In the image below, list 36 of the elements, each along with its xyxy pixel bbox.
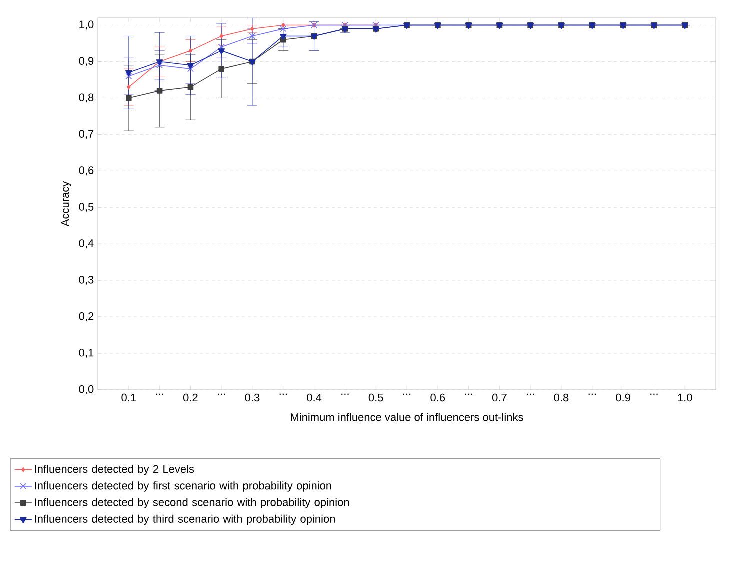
x-tick-label: 0.6 <box>430 394 446 402</box>
y-tick-label: 0,3 <box>79 276 94 286</box>
y-tick-label: 0,0 <box>79 385 94 395</box>
x-tick-label: 0.4 <box>307 394 322 402</box>
x-tick-label: 0.2 <box>183 394 198 402</box>
x-tick-label: ... <box>218 394 226 396</box>
x-tick-label: 0.8 <box>554 394 569 402</box>
x-tick-label: ... <box>403 394 411 396</box>
y-axis-title: Accuracy <box>61 181 72 227</box>
y-tick-label: 0,8 <box>79 94 94 103</box>
y-tick-label: 0,2 <box>79 312 94 322</box>
y-tick-label: 0,7 <box>79 130 94 140</box>
x-tick-label: ... <box>342 394 349 396</box>
x-tick-label: 0.9 <box>616 394 630 402</box>
legend-label: Influencers detected by 2 Levels <box>35 465 194 476</box>
legend-label: Influencers detected by third scenario with probability opinion <box>35 514 335 526</box>
legend-label: Influencers detected by first scenario with probability opinion <box>35 482 332 492</box>
x-tick-label: 0.3 <box>245 394 260 402</box>
legend-label: Influencers detected by second scenario with probability opinion <box>35 498 350 508</box>
x-axis-title: Minimum influence value of influencers out-links <box>291 413 524 422</box>
y-tick-label: 0,6 <box>79 166 94 176</box>
y-tick-label: 0,5 <box>79 203 94 212</box>
x-tick-label: ... <box>588 394 596 396</box>
y-tick-label: 1,0 <box>80 20 94 30</box>
x-tick-label: ... <box>650 394 658 396</box>
x-tick-label: 0.1 <box>122 394 136 402</box>
x-tick-label: ... <box>465 394 472 396</box>
x-tick-label: ... <box>527 394 534 396</box>
y-tick-label: 0,9 <box>79 57 94 66</box>
x-tick-label: ... <box>156 394 164 396</box>
x-tick-label: 1.0 <box>678 394 692 402</box>
y-tick-label: 0,1 <box>79 348 94 358</box>
x-tick-label: 0.5 <box>368 394 384 402</box>
x-tick-label: ... <box>280 394 287 396</box>
x-tick-label: 0.7 <box>492 394 507 402</box>
y-tick-label: 0,4 <box>79 240 94 249</box>
